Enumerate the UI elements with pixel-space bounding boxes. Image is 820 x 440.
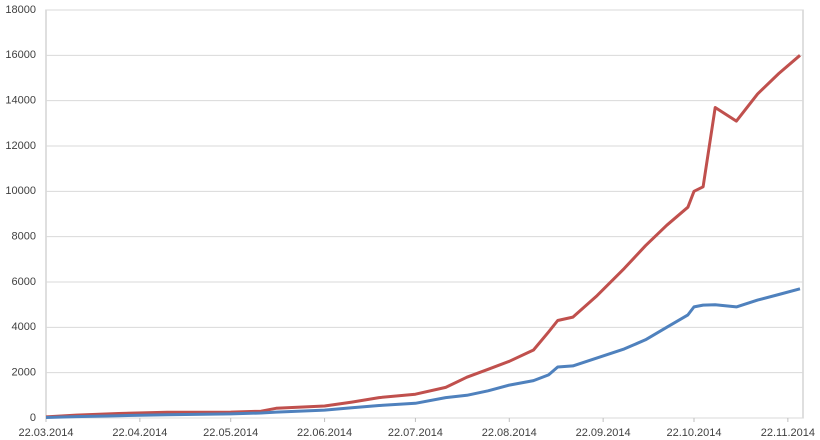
y-tick-label: 12000 <box>5 140 36 152</box>
x-tick-label: 22.09.2014 <box>576 427 631 439</box>
x-tick-label: 22.04.2014 <box>112 427 167 439</box>
x-tick-label: 22.08.2014 <box>482 427 537 439</box>
y-tick-label: 14000 <box>5 95 36 107</box>
y-tick-label: 16000 <box>5 49 36 61</box>
x-tick-label: 22.03.2014 <box>18 427 73 439</box>
y-tick-label: 8000 <box>12 231 36 243</box>
y-tick-label: 4000 <box>12 321 36 333</box>
y-tick-label: 18000 <box>5 4 36 16</box>
plot-frame <box>45 9 804 419</box>
y-tick-label: 0 <box>30 412 36 424</box>
x-tick-label: 22.05.2014 <box>203 427 258 439</box>
x-tick-label: 22.10.2014 <box>666 427 721 439</box>
y-tick-label: 10000 <box>5 185 36 197</box>
x-tick-label: 22.11.2014 <box>761 427 815 439</box>
x-tick-label: 22.07.2014 <box>388 427 443 439</box>
x-tick-label: 22.06.2014 <box>297 427 352 439</box>
y-tick-label: 6000 <box>12 276 36 288</box>
y-tick-label: 2000 <box>12 367 36 379</box>
data-line <box>45 287 801 419</box>
data-line <box>45 54 801 419</box>
